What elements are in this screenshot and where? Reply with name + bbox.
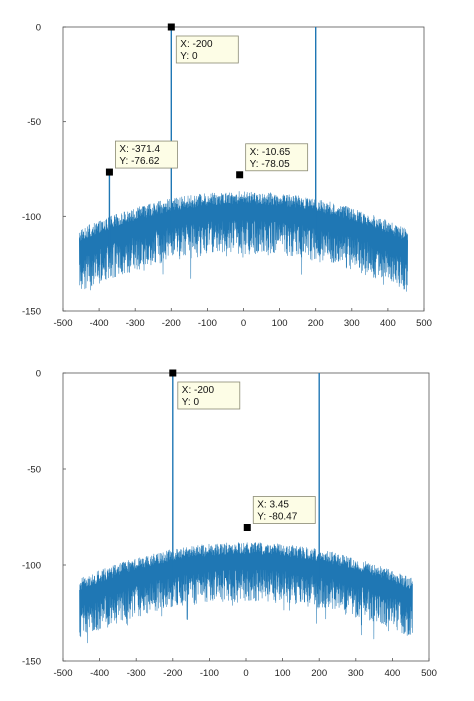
datatip-box xyxy=(115,140,178,169)
datatip-x-label: X: 3.45 xyxy=(257,500,289,511)
spectrum-plot-top: -500 -400 -300 -200 -100 0 100 200 300 400 500 0 -50… xyxy=(22,23,432,330)
datatip[interactable]: X: 3.45Y: -80.47 xyxy=(252,496,316,524)
datatip-marker[interactable] xyxy=(105,168,113,176)
x-tick-label: -200 xyxy=(162,318,181,329)
datatip-x-label: X: -371.4 xyxy=(119,144,160,155)
x-tick-label: -300 xyxy=(126,318,145,329)
datatip-x-label: X: -200 xyxy=(180,39,213,50)
datatip[interactable]: X: -371.4Y: -76.62 xyxy=(115,140,178,169)
spectrum-plot-bottom: -500 -400 -300 -200 -100 0 100 200 300 400 500 0 -50… xyxy=(22,369,437,680)
spectrum-trace xyxy=(79,542,413,644)
datatip-marker[interactable] xyxy=(243,524,251,532)
datatip-y-label: Y: 0 xyxy=(182,397,200,408)
y-tick-label: 0 xyxy=(36,369,41,380)
datatip-y-label: Y: 0 xyxy=(180,51,198,62)
y-tick-label: -100 xyxy=(22,212,41,223)
x-tick-label: 400 xyxy=(384,668,400,679)
y-tick-label: -50 xyxy=(27,465,41,476)
x-tick-label: -100 xyxy=(200,668,219,679)
x-tick-label: 0 xyxy=(243,668,248,679)
datatip-x-label: X: -10.65 xyxy=(250,147,291,158)
datatip-marker[interactable] xyxy=(169,369,177,377)
x-tick-label: 400 xyxy=(380,318,396,329)
x-tick-label: 300 xyxy=(344,318,360,329)
x-tick-label: 500 xyxy=(421,668,437,679)
datatip-box xyxy=(245,143,309,172)
datatip-box xyxy=(177,381,241,410)
x-tick-label: -500 xyxy=(53,668,72,679)
datatip-marker[interactable] xyxy=(236,171,244,179)
x-tick-label: 100 xyxy=(275,668,291,679)
x-tick-label: -500 xyxy=(53,318,72,329)
axes-frame xyxy=(62,372,430,662)
y-tick-label: -150 xyxy=(22,657,41,668)
datatip-box xyxy=(175,35,239,64)
spectrum-trace xyxy=(78,191,409,292)
datatip-y-label: Y: -78.05 xyxy=(250,159,290,170)
x-tick-label: -200 xyxy=(163,668,182,679)
datatip-y-label: Y: -76.62 xyxy=(119,156,159,167)
x-tick-label: -300 xyxy=(127,668,146,679)
y-tick-label: -50 xyxy=(27,117,41,128)
y-tick-label: -150 xyxy=(22,307,41,318)
x-tick-label: -400 xyxy=(90,668,109,679)
datatip-marker[interactable] xyxy=(167,23,175,31)
datatip[interactable]: X: -10.65Y: -78.05 xyxy=(245,143,309,172)
x-tick-label: 200 xyxy=(311,668,327,679)
x-tick-label: -400 xyxy=(90,318,109,329)
x-tick-label: 0 xyxy=(241,318,246,329)
x-tick-label: 200 xyxy=(308,318,324,329)
y-tick-label: 0 xyxy=(36,23,41,34)
x-tick-label: -100 xyxy=(198,318,217,329)
datatip-y-label: Y: -80.47 xyxy=(257,512,297,523)
y-tick-label: -100 xyxy=(22,561,41,572)
datatip-x-label: X: -200 xyxy=(182,385,215,396)
axes-frame xyxy=(62,26,425,312)
x-tick-label: 500 xyxy=(416,318,432,329)
datatip-box xyxy=(252,496,316,524)
x-tick-label: 100 xyxy=(272,318,288,329)
x-tick-label: 300 xyxy=(348,668,364,679)
